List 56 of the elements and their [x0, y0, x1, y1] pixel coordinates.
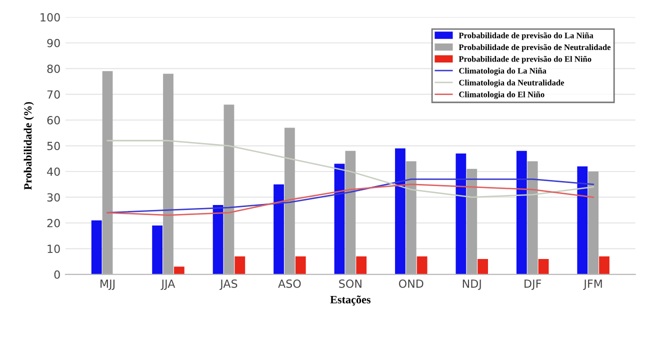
bar: [478, 258, 488, 274]
bar: [91, 220, 102, 274]
y-tick-label: 40: [47, 167, 60, 176]
bar: [356, 256, 367, 274]
x-tick-label: NDJ: [462, 280, 481, 290]
bar: [466, 168, 478, 274]
bar: [395, 148, 406, 274]
bar: [234, 256, 246, 274]
bar: [588, 172, 599, 274]
legend-label: Probabilidade de previsão de Neutralidade: [458, 44, 611, 52]
legend-label: Probabilidade de previsão do El Niño: [458, 56, 592, 64]
bar: [224, 104, 234, 274]
legend-label: Climatologia do El Niño: [459, 91, 544, 100]
x-tick-label: ASO: [278, 279, 301, 288]
bar: [416, 256, 428, 274]
bar: [334, 164, 345, 274]
x-tick-label: JJA: [160, 280, 176, 290]
y-tick-label: 70: [47, 90, 60, 99]
y-tick-label: 90: [47, 38, 60, 48]
bar: [538, 258, 549, 274]
legend-label: Climatologia da Neutralidade: [459, 80, 564, 88]
bar: [295, 256, 306, 274]
bar: [516, 150, 527, 274]
line-series: [106, 184, 594, 216]
line-series: [106, 140, 594, 198]
legend-label: Probabilidade de previsão do La Niña: [458, 32, 594, 40]
x-tick-label: DJF: [524, 280, 542, 290]
y-tick-label: 20: [47, 218, 60, 228]
y-tick-label: 30: [47, 193, 60, 202]
legend-label: Climatologia do La Niña: [459, 68, 546, 76]
y-tick-label: 0: [54, 270, 60, 279]
y-tick-label: 50: [47, 142, 60, 150]
bar: [152, 226, 163, 274]
bar: [102, 71, 113, 274]
bar: [527, 161, 538, 274]
x-tick-label: JFM: [583, 280, 602, 290]
y-tick-label: 60: [47, 116, 60, 124]
y-axis-title: Probabilidade (%): [24, 102, 34, 190]
x-tick-label: SON: [339, 279, 362, 288]
bar: [163, 74, 174, 274]
y-tick-label: 80: [47, 64, 60, 73]
bar: [456, 153, 466, 274]
x-tick-label: JAS: [220, 279, 238, 290]
y-tick-label: 10: [48, 244, 60, 254]
bar: [345, 150, 356, 274]
x-tick-label: OND: [398, 279, 424, 288]
bar: [406, 161, 416, 274]
bar: [174, 266, 184, 274]
bar: [274, 184, 284, 274]
y-tick-label: 100: [40, 13, 60, 22]
x-axis-title: Estações: [330, 296, 371, 306]
x-tick-label: MJJ: [100, 280, 115, 290]
bar: [599, 256, 610, 274]
bar: [212, 204, 224, 274]
bar: [577, 166, 588, 274]
bar: [284, 128, 295, 274]
